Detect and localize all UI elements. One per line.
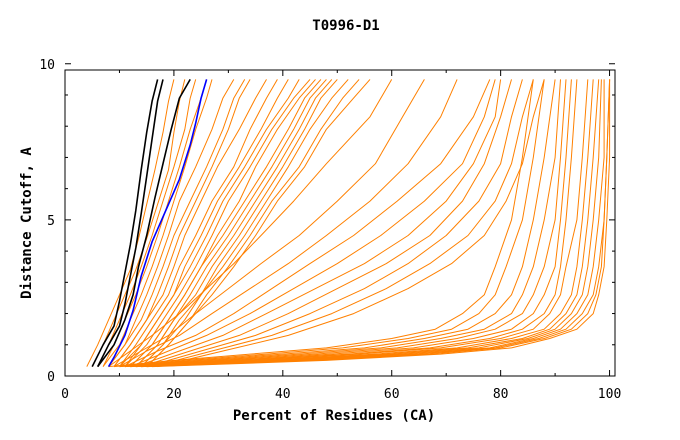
x-tick-label: 20: [166, 387, 182, 402]
series-line-47: [141, 79, 605, 368]
series-line-11: [108, 79, 246, 367]
x-axis: 0 20 40 60 80 100: [61, 70, 621, 402]
series-line-34: [151, 79, 534, 368]
series-line-36: [108, 79, 534, 368]
x-tick-label: 100: [598, 387, 621, 402]
x-tick-label: 80: [493, 387, 509, 402]
series-line-43: [130, 79, 589, 368]
series-line-13: [113, 79, 267, 367]
series-line-35: [157, 79, 545, 368]
series-line-32: [141, 79, 512, 368]
series-line-41: [124, 79, 572, 368]
series-line-33: [146, 79, 523, 368]
x-tick-label: 0: [61, 387, 69, 402]
x-tick-label: 60: [384, 387, 400, 402]
series-line-14: [119, 79, 278, 367]
series-line-50: [152, 79, 611, 368]
series-line-38: [119, 79, 556, 368]
y-tick-label: 0: [47, 370, 55, 385]
plot-frame: [64, 69, 616, 377]
series-line-45: [135, 79, 600, 368]
series-line-21: [135, 79, 333, 367]
y-tick-label: 5: [47, 214, 55, 229]
series-line-7: [97, 79, 197, 367]
series-line-26: [108, 79, 393, 368]
series-line-25: [146, 79, 371, 367]
series-line-16: [124, 79, 300, 367]
series-line-5: [86, 79, 175, 367]
series-line-30: [130, 79, 496, 368]
series-line-1: [91, 79, 159, 367]
series-line-2: [96, 79, 164, 367]
series-line-22: [140, 79, 338, 367]
series-line-19: [129, 79, 322, 367]
series-line-10: [108, 79, 235, 367]
series-line-46: [141, 79, 602, 368]
y-axis: 0 5 10: [39, 58, 615, 385]
chart-title: T0996-D1: [312, 18, 379, 34]
series-layer: [86, 78, 611, 368]
plot-area: [86, 78, 611, 368]
series-line-40: [124, 79, 567, 368]
y-axis-label: Distance Cutoff, A: [19, 147, 35, 299]
series-line-39: [119, 79, 561, 368]
series-line-4: [107, 79, 208, 368]
series-line-17: [124, 79, 311, 367]
series-line-3: [97, 78, 191, 368]
x-axis-label: Percent of Residues (CA): [233, 408, 435, 424]
series-line-28: [119, 79, 458, 368]
y-tick-label: 10: [39, 58, 55, 73]
series-line-27: [113, 79, 425, 368]
series-line-42: [130, 79, 578, 368]
series-line-44: [135, 79, 594, 368]
series-line-49: [146, 79, 611, 368]
series-line-37: [113, 79, 545, 368]
x-tick-label: 40: [275, 387, 291, 402]
series-line-29: [124, 79, 491, 368]
series-line-31: [135, 79, 502, 368]
